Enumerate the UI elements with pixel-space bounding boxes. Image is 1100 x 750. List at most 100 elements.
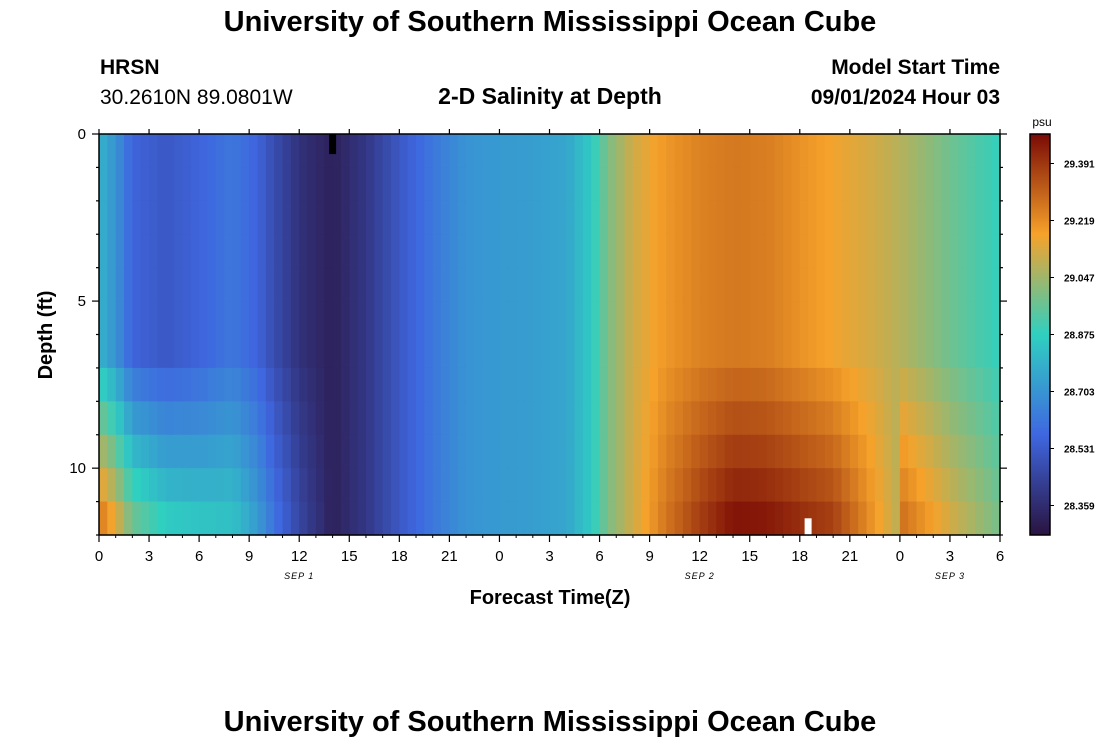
heatmap-cell	[983, 434, 993, 469]
heatmap-cell	[557, 501, 567, 536]
heatmap-cell	[124, 301, 133, 336]
heatmap-cell	[124, 334, 133, 369]
heatmap-cell	[432, 468, 442, 503]
heatmap-cell	[174, 334, 184, 369]
heatmap-cell	[716, 401, 726, 436]
heatmap-cell	[491, 234, 501, 269]
heatmap-cell	[249, 468, 259, 503]
heatmap-cell	[916, 401, 926, 436]
heatmap-cell	[949, 501, 959, 536]
heatmap-cell	[249, 334, 259, 369]
heatmap-cell	[791, 134, 801, 169]
heatmap-cell	[140, 501, 150, 536]
heatmap-cell	[624, 134, 634, 169]
heatmap-cell	[682, 234, 692, 269]
heatmap-cell	[190, 367, 200, 402]
heatmap-cell	[958, 501, 968, 536]
heatmap-cell	[232, 134, 242, 169]
heatmap-cell	[974, 501, 984, 536]
heatmap-cell	[507, 401, 517, 436]
heatmap-cell	[424, 434, 434, 469]
heatmap-cell	[416, 468, 425, 503]
heatmap-cell	[632, 401, 642, 436]
heatmap-cell	[974, 367, 984, 402]
heatmap-cell	[557, 167, 567, 202]
heatmap-cell	[733, 167, 742, 202]
heatmap-cell	[916, 367, 926, 402]
heatmap-cell	[532, 167, 542, 202]
heatmap-cell	[791, 200, 801, 235]
heatmap-cell	[616, 200, 626, 235]
heatmap-cell	[115, 267, 125, 302]
heatmap-cell	[557, 434, 567, 469]
heatmap-cell	[349, 267, 359, 302]
heatmap-cell	[974, 301, 984, 336]
heatmap-cell	[424, 334, 434, 369]
heatmap-cell	[240, 468, 250, 503]
heatmap-cell	[582, 134, 592, 169]
heatmap-cell	[441, 200, 450, 235]
y-tick-label: 5	[78, 293, 86, 310]
heatmap-cell	[591, 401, 601, 436]
heatmap-cell	[691, 401, 701, 436]
heatmap-cell	[641, 334, 651, 369]
heatmap-cell	[349, 468, 359, 503]
heatmap-cell	[257, 468, 267, 503]
heatmap-cell	[899, 367, 909, 402]
heatmap-cell	[157, 501, 167, 536]
heatmap-cell	[733, 301, 742, 336]
heatmap-cell	[766, 501, 776, 536]
heatmap-cell	[883, 267, 893, 302]
heatmap-cell	[808, 434, 818, 469]
heatmap-cell	[207, 134, 217, 169]
heatmap-cell	[874, 434, 884, 469]
heatmap-cell	[716, 134, 726, 169]
heatmap-cell	[824, 301, 834, 336]
heatmap-cell	[374, 301, 384, 336]
heatmap-cell	[449, 334, 459, 369]
heatmap-cell	[232, 234, 242, 269]
heatmap-cell	[107, 334, 117, 369]
heatmap-cell	[908, 501, 918, 536]
heatmap-cell	[966, 401, 976, 436]
heatmap-cell	[691, 167, 701, 202]
heatmap-cell	[674, 234, 684, 269]
heatmap-cell	[699, 401, 709, 436]
heatmap-cell	[299, 167, 309, 202]
heatmap-cell	[574, 267, 584, 302]
heatmap-cell	[441, 301, 450, 336]
heatmap-cell	[599, 434, 609, 469]
heatmap-cell	[858, 167, 868, 202]
heatmap-cell	[883, 200, 893, 235]
heatmap-cell	[991, 501, 1001, 536]
heatmap-cell	[232, 167, 242, 202]
heatmap-cell	[833, 167, 843, 202]
heatmap-cell	[265, 434, 275, 469]
heatmap-cell	[424, 401, 434, 436]
heatmap-cell	[883, 234, 893, 269]
heatmap-cell	[257, 167, 267, 202]
colorbar-tick-label: 28.531	[1064, 445, 1095, 456]
heatmap-cell	[557, 367, 567, 402]
heatmap-cell	[708, 134, 717, 169]
heatmap-cell	[783, 134, 793, 169]
heatmap-cell	[524, 234, 534, 269]
heatmap-cell	[507, 234, 517, 269]
heatmap-cell	[107, 367, 117, 402]
heatmap-cell	[849, 401, 859, 436]
heatmap-cell	[783, 167, 793, 202]
heatmap-cell	[207, 367, 217, 402]
heatmap-cell	[416, 267, 425, 302]
heatmap-cell	[457, 267, 467, 302]
heatmap-cell	[349, 301, 359, 336]
heatmap-cell	[466, 200, 476, 235]
heatmap-cell	[749, 200, 759, 235]
heatmap-cell	[716, 167, 726, 202]
heatmap-cell	[224, 501, 234, 536]
heatmap-cell	[115, 468, 125, 503]
heatmap-cell	[841, 434, 851, 469]
heatmap-cell	[557, 334, 567, 369]
heatmap-cell	[382, 334, 392, 369]
heatmap-cell	[699, 501, 709, 536]
heatmap-cell	[407, 367, 417, 402]
